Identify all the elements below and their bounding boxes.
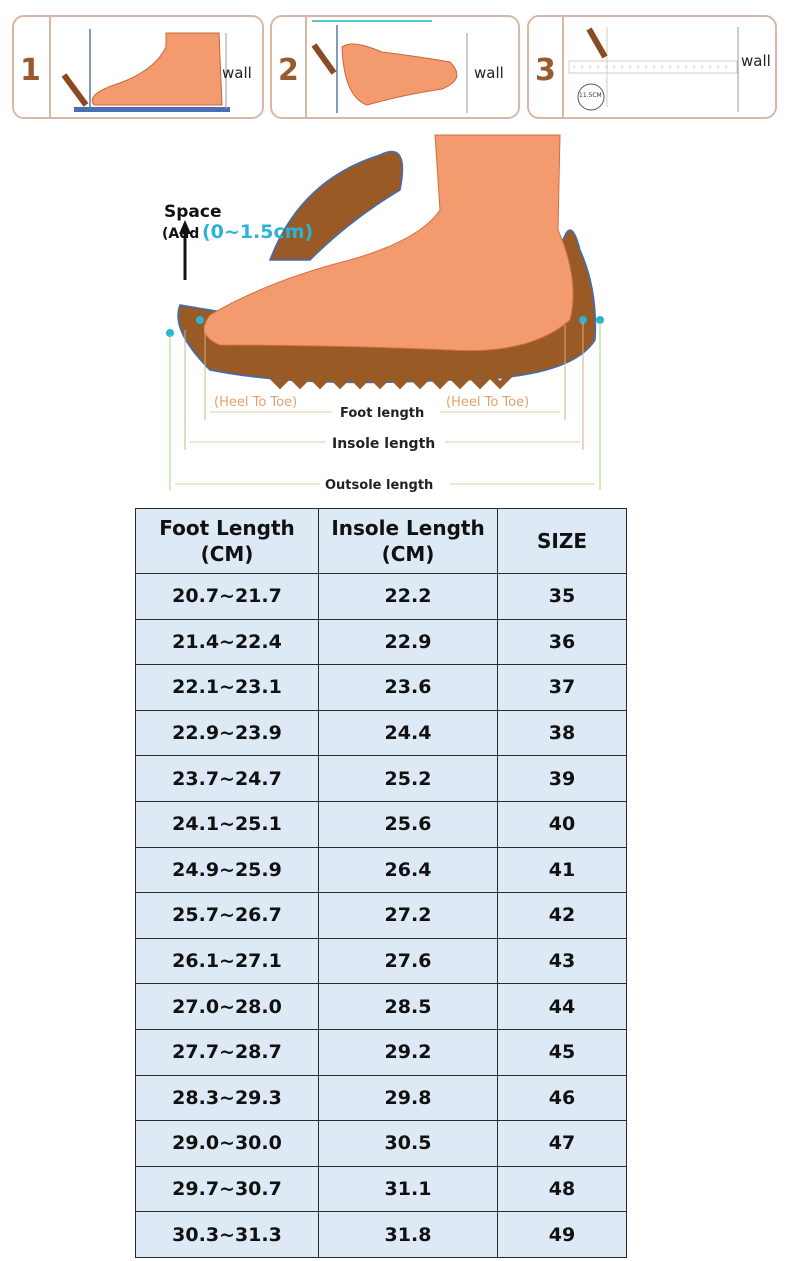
foot-length-cell: 29.7~30.7	[135, 1165, 319, 1213]
heel-to-toe-left: (Heel To Toe)	[214, 395, 297, 410]
insole-length-cell: 26.4	[318, 846, 498, 894]
table-row: 28.3~29.3 29.8 46	[135, 1074, 627, 1122]
size-cell: 43	[497, 937, 627, 985]
insole-length-cell: 29.8	[318, 1074, 498, 1122]
size-cell: 45	[497, 1028, 627, 1076]
table-row: 24.9~25.9 26.4 41	[135, 846, 627, 894]
table-row: 27.7~28.7 29.2 45	[135, 1028, 627, 1076]
insole-length-cell: 31.1	[318, 1165, 498, 1213]
table-row: 26.1~27.1 27.6 43	[135, 937, 627, 985]
size-cell: 40	[497, 800, 627, 848]
wall-label: wall	[222, 64, 252, 82]
wall-label: wall	[741, 52, 771, 70]
insole-length-cell: 23.6	[318, 664, 498, 711]
foot-length-cell: 29.0~30.0	[135, 1120, 319, 1167]
foot-length-cell: 27.0~28.0	[135, 983, 319, 1030]
add-label: (Add	[162, 226, 199, 242]
step-3-panel: 3 11.5CM wall	[527, 15, 777, 119]
insole-length-cell: 31.8	[318, 1211, 498, 1258]
foot-length-cell: 20.7~21.7	[135, 573, 319, 620]
foot-length-cell: 24.1~25.1	[135, 800, 319, 848]
step-number: 3	[535, 53, 556, 88]
foot-length-cell: 23.7~24.7	[135, 755, 319, 802]
foot-length-cell: 21.4~22.4	[135, 618, 319, 666]
insole-length-cell: 29.2	[318, 1028, 498, 1076]
outsole-length-label: Outsole length	[325, 478, 433, 493]
table-row: 22.9~23.9 24.4 38	[135, 709, 627, 757]
foot-length-cell: 27.7~28.7	[135, 1028, 319, 1076]
table-row: 23.7~24.7 25.2 39	[135, 755, 627, 802]
insole-length-cell: 27.6	[318, 937, 498, 985]
size-cell: 38	[497, 709, 627, 757]
table-row: 25.7~26.7 27.2 42	[135, 892, 627, 939]
size-cell: 39	[497, 755, 627, 802]
space-label: Space	[164, 202, 222, 222]
header-size: SIZE	[497, 508, 627, 574]
foot-length-cell: 22.1~23.1	[135, 664, 319, 711]
size-cell: 49	[497, 1211, 627, 1258]
insole-length-label: Insole length	[332, 436, 435, 452]
shoe-measurement-diagram: Space (Add (0~1.5cm) (Heel To Toe) (Heel…	[162, 134, 604, 493]
insole-length-cell: 22.2	[318, 573, 498, 620]
step-number: 2	[278, 53, 299, 88]
foot-length-cell: 28.3~29.3	[135, 1074, 319, 1122]
table-row: 27.0~28.0 28.5 44	[135, 983, 627, 1030]
table-row: 30.3~31.3 31.8 49	[135, 1211, 627, 1258]
insole-length-cell: 25.2	[318, 755, 498, 802]
step-1-panel: 1 wall	[12, 15, 264, 119]
foot-length-cell: 24.9~25.9	[135, 846, 319, 894]
size-cell: 46	[497, 1074, 627, 1122]
foot-length-label: Foot length	[340, 406, 424, 421]
shoe-upper	[268, 150, 404, 261]
table-row: 24.1~25.1 25.6 40	[135, 800, 627, 848]
size-cell: 47	[497, 1120, 627, 1167]
wall-label: wall	[474, 64, 504, 82]
header-foot-length: Foot Length (CM)	[135, 508, 319, 574]
size-cell: 42	[497, 892, 627, 939]
insole-length-cell: 30.5	[318, 1120, 498, 1167]
foot-length-cell: 26.1~27.1	[135, 937, 319, 985]
size-cell: 36	[497, 618, 627, 666]
foot-length-cell: 25.7~26.7	[135, 892, 319, 939]
insole-length-cell: 28.5	[318, 983, 498, 1030]
insole-length-cell: 25.6	[318, 800, 498, 848]
table-row: 21.4~22.4 22.9 36	[135, 618, 627, 666]
table-header-row: Foot Length (CM) Insole Length (CM) SIZE	[135, 508, 627, 574]
measure-ruler-illustration	[562, 17, 739, 119]
step-number: 1	[20, 53, 41, 88]
ruler-badge: 11.5CM	[579, 92, 602, 99]
measure-foot-side-illustration	[49, 17, 230, 119]
foot-length-cell: 22.9~23.9	[135, 709, 319, 757]
size-cell: 35	[497, 573, 627, 620]
table-row: 20.7~21.7 22.2 35	[135, 573, 627, 620]
size-chart-table: Foot Length (CM) Insole Length (CM) SIZE 2…	[135, 508, 627, 1258]
measure-foot-top-illustration	[305, 17, 468, 119]
table-row: 22.1~23.1 23.6 37	[135, 664, 627, 711]
insole-length-cell: 22.9	[318, 618, 498, 666]
insole-length-cell: 24.4	[318, 709, 498, 757]
foot	[203, 134, 574, 352]
header-insole-length: Insole Length (CM)	[318, 508, 498, 574]
table-row: 29.7~30.7 31.1 48	[135, 1165, 627, 1213]
add-value: (0~1.5cm)	[202, 221, 313, 243]
step-2-panel: 2 wall	[270, 15, 520, 119]
table-row: 29.0~30.0 30.5 47	[135, 1120, 627, 1167]
foot-length-cell: 30.3~31.3	[135, 1211, 319, 1258]
insole-length-cell: 27.2	[318, 892, 498, 939]
size-cell: 37	[497, 664, 627, 711]
size-cell: 48	[497, 1165, 627, 1213]
heel-to-toe-right: (Heel To Toe)	[446, 395, 529, 410]
size-cell: 41	[497, 846, 627, 894]
size-cell: 44	[497, 983, 627, 1030]
